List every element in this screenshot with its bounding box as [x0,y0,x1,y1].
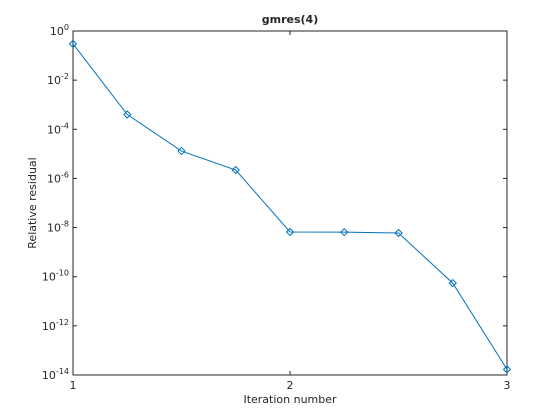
marker [177,146,186,156]
y-tick-label: 10-6 [47,170,69,185]
marker [285,227,295,237]
x-axis-label: Iteration number [243,393,337,406]
y-tick-label: 10-10 [42,269,69,284]
marker [231,165,240,175]
axes-box [72,30,508,376]
x-tick-label: 2 [287,379,294,392]
y-tick-label: 10-4 [47,121,69,136]
y-tick-label: 10-8 [47,220,69,235]
marker [68,39,78,49]
y-tick-label: 100 [50,23,69,38]
marker [448,278,457,288]
x-tick-label: 1 [70,379,77,392]
chart-title: gmres(4) [262,13,318,26]
data-line [72,43,508,370]
y-tick-label: 10-12 [42,318,69,333]
y-axis-label: Relative residual [26,157,39,248]
y-tick-label: 10-14 [42,367,69,382]
marker [123,110,132,119]
marker [394,228,403,238]
marker [340,227,349,237]
x-tick-label: 3 [504,379,511,392]
y-tick-label: 10-2 [47,72,69,87]
marker [502,365,512,374]
